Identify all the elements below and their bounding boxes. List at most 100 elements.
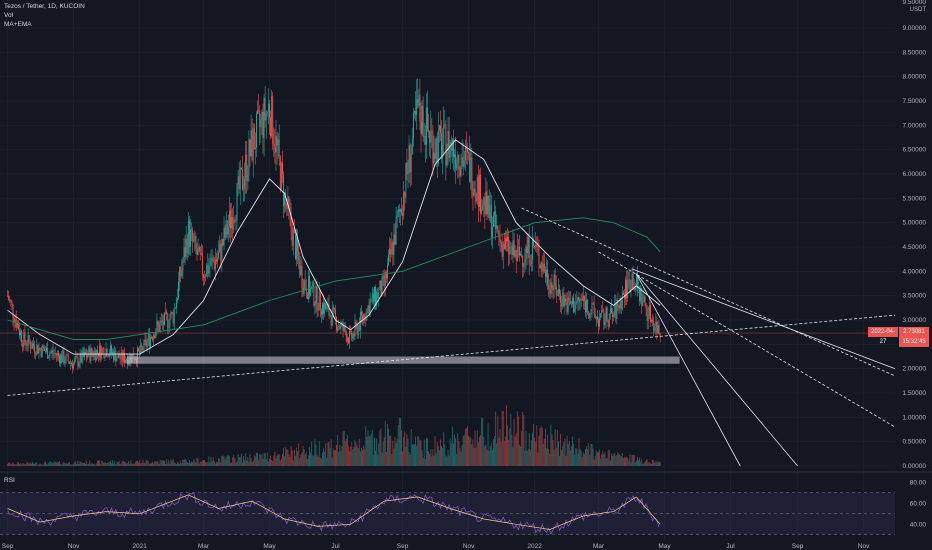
candle-body xyxy=(646,308,648,321)
candle-body xyxy=(538,247,540,265)
volume-bar xyxy=(262,459,264,466)
volume-bar xyxy=(354,439,356,466)
candle-body xyxy=(199,246,201,255)
volume-bar xyxy=(628,460,630,466)
volume-bar xyxy=(383,437,385,466)
price-axis-label: 2.00000 xyxy=(903,366,927,373)
volume-bar xyxy=(362,450,363,466)
candle-body xyxy=(647,315,649,321)
candle-body xyxy=(173,308,175,324)
candle-body xyxy=(316,286,318,311)
volume-bar xyxy=(471,444,473,466)
volume-bar xyxy=(67,462,69,466)
candle-body xyxy=(280,163,282,190)
volume-bar xyxy=(318,440,320,466)
volume-bar xyxy=(209,462,211,466)
volume-bar xyxy=(175,464,177,466)
candle-body xyxy=(553,274,555,290)
volume-bar xyxy=(69,464,71,466)
volume-bar xyxy=(596,452,598,466)
volume-bar xyxy=(464,428,466,466)
volume-bar xyxy=(608,449,610,466)
time-axis-label: Jul xyxy=(726,543,735,550)
volume-bar xyxy=(560,434,562,466)
volume-bar xyxy=(515,433,517,466)
candle-body xyxy=(633,288,635,290)
candle-body xyxy=(556,295,558,296)
volume-bar xyxy=(478,436,480,466)
candle-body xyxy=(570,303,572,305)
candle-body xyxy=(230,210,231,229)
volume-bar xyxy=(284,455,286,466)
candle-body xyxy=(493,216,494,227)
candle-body xyxy=(341,322,343,324)
symbol-title[interactable]: Tezos / Tether, 1D, KUCOIN xyxy=(4,3,85,10)
volume-bar xyxy=(221,455,223,466)
candle-body xyxy=(214,259,216,269)
candle-body xyxy=(9,299,11,301)
volume-bar xyxy=(416,445,418,466)
volume-bar xyxy=(593,459,595,466)
volume-bar xyxy=(322,452,323,466)
candle-body xyxy=(233,219,235,230)
volume-bar xyxy=(394,437,396,466)
candle-body xyxy=(384,272,386,287)
rsi-axis-label: 80.00 xyxy=(910,479,927,486)
candle-body xyxy=(290,212,292,230)
candle-body xyxy=(456,163,458,169)
candle-body xyxy=(116,357,118,362)
candle-body xyxy=(471,157,473,193)
volume-bar xyxy=(128,460,130,466)
volume-bar xyxy=(539,428,541,466)
candle-body xyxy=(469,153,471,182)
candle-body xyxy=(561,302,563,307)
candle-body xyxy=(483,197,485,206)
volume-bar xyxy=(78,463,80,466)
volume-bar xyxy=(415,436,417,466)
volume-bar xyxy=(540,425,542,466)
candle-body xyxy=(396,215,398,219)
candle-body xyxy=(397,209,399,216)
price-axis-label: 0.00000 xyxy=(903,463,927,470)
volume-bar xyxy=(587,449,589,466)
volume-bar xyxy=(331,457,333,466)
volume-bar xyxy=(172,459,174,466)
volume-bar xyxy=(441,446,442,466)
candle-body xyxy=(337,327,339,331)
candle-body xyxy=(205,276,207,278)
volume-bar xyxy=(465,428,467,466)
candle-body xyxy=(434,153,436,159)
candle-body xyxy=(193,240,195,242)
volume-bar xyxy=(72,464,73,466)
indicator-vol-label[interactable]: Vol xyxy=(4,12,14,19)
candle-body xyxy=(152,337,154,340)
candle-body xyxy=(266,111,268,114)
volume-bar xyxy=(146,460,148,466)
candle-body xyxy=(379,281,381,290)
candle-body xyxy=(185,238,187,257)
candle-body xyxy=(38,347,40,354)
volume-bar xyxy=(315,444,317,466)
volume-bar xyxy=(274,451,276,466)
candle-body xyxy=(643,296,645,302)
volume-bar xyxy=(237,454,239,466)
candle-body xyxy=(442,144,444,159)
candle-body xyxy=(464,147,466,161)
volume-bar xyxy=(430,448,432,466)
candle-body xyxy=(29,342,31,349)
volume-bar xyxy=(292,460,294,466)
candle-body xyxy=(431,130,433,132)
volume-bar xyxy=(104,462,106,466)
volume-bar xyxy=(396,439,398,466)
candle-body xyxy=(348,337,349,344)
candle-body xyxy=(264,98,266,121)
candle-body xyxy=(57,352,59,356)
indicator-ma-label[interactable]: MA+EMA xyxy=(4,21,32,28)
candle-body xyxy=(175,299,177,309)
candle-body xyxy=(139,351,141,354)
rsi-label[interactable]: RSI xyxy=(4,477,15,484)
candle-body xyxy=(203,274,204,278)
candle-body xyxy=(49,353,51,357)
candle-body xyxy=(524,259,526,263)
